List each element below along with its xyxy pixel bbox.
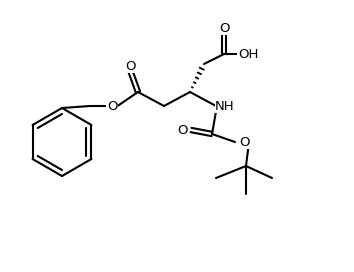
Text: OH: OH — [238, 48, 258, 60]
Text: O: O — [219, 21, 229, 35]
Text: O: O — [107, 100, 117, 113]
Text: NH: NH — [215, 100, 235, 113]
Text: O: O — [177, 123, 187, 137]
Text: O: O — [125, 60, 135, 73]
Text: O: O — [239, 135, 249, 149]
